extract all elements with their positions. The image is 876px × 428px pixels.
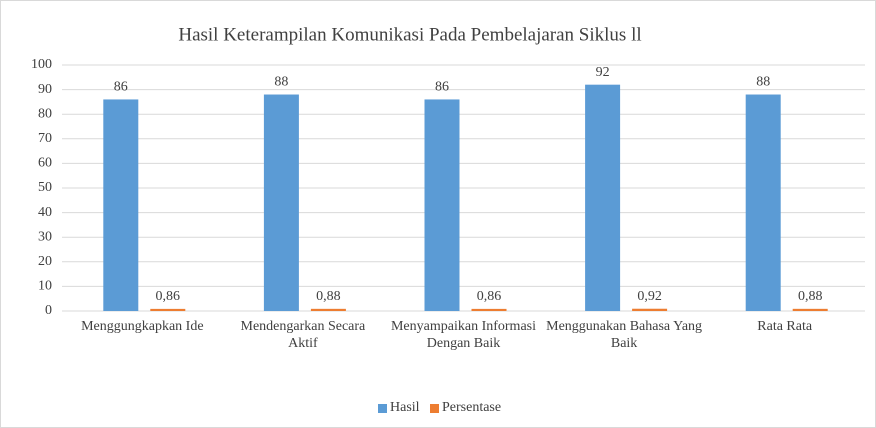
data-label: 0,86: [156, 289, 181, 304]
legend-swatch: [378, 403, 387, 413]
x-tick-label: Menyampaikan Informasi Dengan Baik: [390, 319, 536, 351]
chart-title: Hasil Keterampilan Komunikasi Pada Pembe…: [178, 24, 641, 45]
legend-label: Hasil: [390, 400, 420, 415]
bar: [632, 308, 668, 311]
y-tick-label: 100: [31, 57, 52, 72]
y-tick-label: 50: [38, 180, 52, 195]
y-tick-label: 40: [38, 205, 52, 220]
bar: [424, 99, 460, 311]
data-label: 0,88: [316, 289, 341, 304]
bar: [792, 308, 828, 311]
bar: [103, 99, 139, 311]
y-tick-label: 10: [38, 279, 52, 294]
y-tick-label: 20: [38, 254, 52, 269]
bar: [745, 94, 781, 312]
y-tick-label: 70: [38, 131, 52, 146]
legend-item: Hasil: [378, 400, 420, 416]
x-tick-label: Menggunakan Bahasa Yang Baik: [546, 319, 703, 351]
data-label: 0,86: [477, 289, 502, 304]
data-label: 88: [756, 75, 770, 90]
y-tick-label: 0: [45, 303, 52, 318]
data-label: 86: [114, 80, 128, 95]
x-tick-label: Rata Rata: [757, 319, 813, 334]
y-tick-label: 80: [38, 106, 52, 121]
bar: [150, 308, 186, 311]
data-label: 92: [596, 65, 610, 80]
y-tick-label: 60: [38, 156, 52, 171]
bar: [585, 84, 621, 312]
bar: [310, 308, 346, 311]
legend-label: Persentase: [442, 400, 502, 415]
data-label: 88: [274, 75, 288, 90]
legend-item: Persentase: [430, 400, 501, 416]
x-tick-label: Mendengarkan Secara Aktif: [240, 319, 366, 351]
x-tick-label: Menggungkapkan Ide: [81, 319, 204, 334]
data-label: 86: [435, 80, 449, 95]
bar: [471, 308, 507, 311]
legend-swatch: [430, 403, 439, 413]
y-tick-label: 90: [38, 82, 52, 97]
data-label: 0,92: [637, 289, 662, 304]
bar: [263, 94, 299, 312]
y-tick-label: 30: [38, 229, 52, 244]
data-label: 0,88: [798, 289, 823, 304]
